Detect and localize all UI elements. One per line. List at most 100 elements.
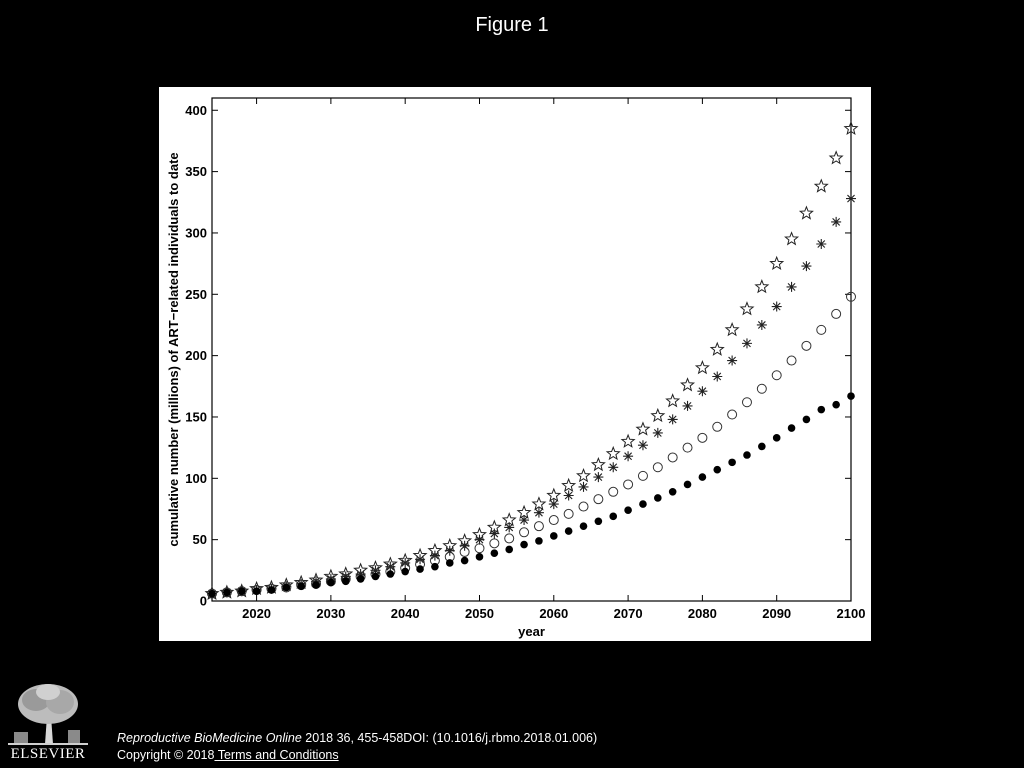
x-tick-label: 2100	[837, 606, 866, 621]
filled-dot-point	[267, 586, 276, 594]
star-point	[665, 393, 681, 408]
filled-dot-point	[327, 578, 335, 587]
plot-frame	[211, 97, 852, 602]
filled-dot-point	[431, 562, 439, 571]
open-circle-point	[578, 501, 589, 512]
filled-dot-point	[475, 553, 484, 561]
star-point	[709, 341, 725, 356]
filled-dot-point	[252, 587, 261, 595]
filled-dot-point	[520, 540, 528, 549]
asterisk-point	[370, 565, 381, 576]
filled-dot-point	[208, 589, 216, 598]
star-point	[635, 421, 651, 436]
filled-dot-point	[832, 400, 840, 409]
filled-dot-point	[728, 458, 736, 467]
asterisk-point	[697, 386, 708, 397]
open-circle-point	[816, 324, 827, 335]
star-point	[694, 360, 710, 375]
filled-dot-point	[356, 575, 365, 583]
open-circle-point	[504, 533, 515, 544]
series-star	[204, 120, 859, 601]
asterisk-point	[712, 371, 723, 382]
asterisk-point	[816, 238, 827, 249]
filled-dot-point	[683, 480, 692, 489]
star-point	[798, 205, 814, 220]
asterisk-point	[533, 507, 544, 518]
open-circle-point	[801, 340, 812, 351]
open-circle-point	[236, 586, 247, 597]
asterisk-point	[340, 571, 351, 582]
y-tick-label: 300	[185, 225, 207, 240]
x-tick-label: 2060	[539, 606, 568, 621]
open-circle-point	[623, 479, 634, 490]
filled-dot-point	[282, 583, 291, 592]
filled-dot-point	[237, 587, 246, 595]
filled-dot-point	[460, 556, 469, 565]
citation-details: 2018 36, 455-458DOI: (10.1016/j.rbmo.201…	[301, 731, 598, 745]
asterisk-point	[831, 216, 842, 227]
asterisk-point	[519, 515, 530, 526]
filled-dot-point	[297, 582, 305, 591]
x-tick-label: 2050	[465, 606, 494, 621]
open-circle-point	[652, 462, 663, 473]
filled-dot-point	[505, 545, 514, 554]
open-circle-point	[207, 588, 217, 599]
x-tick-label: 2090	[762, 606, 791, 621]
star-point	[561, 477, 577, 493]
filled-dot-point	[698, 473, 707, 481]
series-filled-dot	[208, 392, 855, 598]
filled-dot-point	[371, 572, 380, 581]
y-tick-label: 100	[185, 471, 207, 486]
filled-dot-point	[223, 588, 231, 597]
y-axis-label: cumulative number (millions) of ART−rela…	[166, 152, 181, 546]
star-point	[546, 487, 562, 502]
asterisk-point	[667, 414, 678, 425]
open-circle-point	[593, 494, 604, 505]
open-circle-point	[221, 587, 232, 598]
filled-dot-point	[639, 500, 647, 508]
x-tick-label: 2070	[614, 606, 643, 621]
filled-dot-point	[758, 442, 766, 451]
filled-dot-point	[490, 549, 499, 557]
filled-dot-point	[445, 559, 454, 567]
open-circle-point	[608, 486, 619, 497]
citation-line: Reproductive BioMedicine Online 2018 36,…	[117, 731, 597, 745]
x-tick-label: 2080	[688, 606, 717, 621]
asterisk-point	[846, 193, 856, 204]
star-point	[843, 120, 859, 136]
journal-name: Reproductive BioMedicine Online	[117, 731, 302, 745]
asterisk-point	[741, 338, 752, 349]
filled-dot-point	[341, 577, 350, 586]
filled-dot-point	[624, 506, 632, 515]
star-point	[813, 178, 829, 193]
asterisk-point	[727, 355, 738, 366]
open-circle-point	[563, 508, 574, 519]
star-point	[650, 407, 666, 423]
open-circle-point	[548, 515, 559, 526]
terms-and-conditions-link[interactable]: Terms and Conditions	[214, 748, 339, 762]
star-point	[590, 456, 606, 472]
open-circle-point	[519, 527, 530, 538]
y-tick-label: 50	[193, 532, 207, 547]
asterisk-point	[786, 281, 797, 292]
open-circle-point	[637, 470, 648, 481]
star-point	[531, 496, 547, 511]
open-circle-point	[667, 452, 678, 463]
asterisk-point	[355, 569, 366, 580]
asterisk-point	[444, 545, 455, 556]
asterisk-point	[623, 451, 634, 462]
open-circle-point	[697, 432, 708, 443]
open-circle-point	[533, 521, 544, 532]
asterisk-point	[637, 440, 648, 451]
elsevier-tree-logo	[8, 680, 88, 764]
filled-dot-point	[549, 532, 558, 540]
x-tick-label: 2030	[316, 606, 345, 621]
filled-dot-point	[772, 434, 781, 442]
asterisk-point	[489, 528, 500, 539]
y-tick-label: 250	[185, 287, 207, 302]
asterisk-point	[652, 427, 663, 438]
asterisk-point	[504, 522, 515, 533]
scatter-chart: 2020 2030 2040 2050 2060 2070 2080 2090 2100 0 50 1…	[166, 97, 866, 639]
star-point	[680, 377, 696, 392]
filled-dot-point	[401, 567, 409, 576]
